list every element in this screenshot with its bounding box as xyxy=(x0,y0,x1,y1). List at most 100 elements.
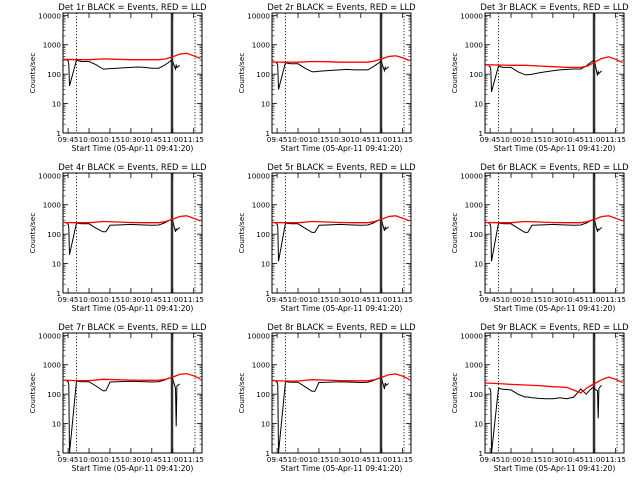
y-axis-label: Counts/sec xyxy=(450,373,459,414)
x-tick-label: 11:15 xyxy=(183,135,204,144)
x-tick-label: 10:45 xyxy=(563,135,584,144)
series-lld-line xyxy=(63,52,201,61)
y-tick-label: 1 xyxy=(265,129,270,138)
x-tick-label: 10:00 xyxy=(288,135,309,144)
plot-frame xyxy=(271,12,412,134)
y-tick-label: 1 xyxy=(265,449,270,458)
x-tick-label: 10:45 xyxy=(350,295,371,304)
y-tick-label: 10 xyxy=(261,100,271,109)
x-tick-label: 09:45 xyxy=(480,135,501,144)
y-axis-label: Counts/sec xyxy=(28,373,37,414)
series-lld-line xyxy=(272,215,410,224)
y-tick-label: 10000 xyxy=(38,331,61,340)
x-tick-label: 11:15 xyxy=(605,135,626,144)
y-tick-label: 1000 xyxy=(465,201,484,210)
x-tick-label: 11:15 xyxy=(183,455,204,464)
x-tick-label: 10:15 xyxy=(309,455,330,464)
y-tick-label: 1 xyxy=(56,289,61,298)
plot-frame xyxy=(484,332,625,454)
chart-panel-6: Det 6r BLACK = Events, RED = LLD 1 10 100 10… xyxy=(450,162,629,313)
x-tick-label: 09:45 xyxy=(58,455,79,464)
series-events-line xyxy=(275,376,389,453)
x-tick-label: 10:00 xyxy=(79,135,100,144)
x-tick-label: 10:15 xyxy=(309,135,330,144)
x-tick-label: 10:45 xyxy=(563,455,584,464)
chart-title: Det 5r BLACK = Events, RED = LLD xyxy=(267,162,415,172)
plot-frame xyxy=(271,172,412,294)
x-axis-label: Start Time (05-Apr-11 09:41:20) xyxy=(281,464,403,473)
chart-panel-7: Det 7r BLACK = Events, RED = LLD 1 10 100 10… xyxy=(28,322,207,473)
chart-panel-4: Det 4r BLACK = Events, RED = LLD 1 10 100 10… xyxy=(28,162,207,313)
y-axis-label: Counts/sec xyxy=(237,53,246,94)
y-tick-label: 1000 xyxy=(252,201,271,210)
y-tick-label: 10000 xyxy=(247,11,270,20)
chart-panel-5: Det 5r BLACK = Events, RED = LLD 1 10 100 10… xyxy=(237,162,416,313)
x-axis-label: Start Time (05-Apr-11 09:41:20) xyxy=(72,304,194,313)
x-tick-label: 10:45 xyxy=(141,295,162,304)
series-events-line xyxy=(275,60,390,90)
series-lld-line xyxy=(485,56,623,69)
plot-frame xyxy=(62,12,203,134)
plot-frame xyxy=(62,172,203,294)
x-axis-label: Start Time (05-Apr-11 09:41:20) xyxy=(281,304,403,313)
y-tick-label: 100 xyxy=(469,70,483,79)
chart-title: Det 9r BLACK = Events, RED = LLD xyxy=(480,322,628,332)
x-tick-label: 10:15 xyxy=(522,455,543,464)
x-tick-label: 09:45 xyxy=(58,295,79,304)
x-tick-label: 10:30 xyxy=(121,135,142,144)
x-tick-label: 10:00 xyxy=(501,135,522,144)
x-tick-label: 11:00 xyxy=(584,135,605,144)
x-tick-label: 10:30 xyxy=(330,135,351,144)
x-tick-label: 10:30 xyxy=(543,455,564,464)
x-tick-label: 10:45 xyxy=(350,455,371,464)
y-tick-label: 1000 xyxy=(252,361,271,370)
x-tick-label: 11:00 xyxy=(162,455,183,464)
x-tick-label: 10:45 xyxy=(350,135,371,144)
x-tick-label: 11:00 xyxy=(584,295,605,304)
chart-panel-8: Det 8r BLACK = Events, RED = LLD 1 10 100 10… xyxy=(237,322,416,473)
y-tick-label: 100 xyxy=(47,230,61,239)
x-tick-label: 11:00 xyxy=(162,295,183,304)
y-tick-label: 10000 xyxy=(247,171,270,180)
y-tick-label: 100 xyxy=(47,390,61,399)
x-tick-label: 10:15 xyxy=(100,135,121,144)
y-tick-label: 1 xyxy=(56,449,61,458)
x-tick-label: 10:30 xyxy=(543,295,564,304)
y-tick-label: 10 xyxy=(52,100,62,109)
y-tick-label: 10000 xyxy=(460,171,483,180)
y-axis-label: Counts/sec xyxy=(28,213,37,254)
y-tick-label: 10 xyxy=(474,420,484,429)
x-tick-label: 11:00 xyxy=(371,295,392,304)
x-tick-label: 10:30 xyxy=(543,135,564,144)
y-tick-label: 10 xyxy=(474,100,484,109)
y-tick-label: 1000 xyxy=(43,361,62,370)
x-tick-label: 09:45 xyxy=(267,455,288,464)
x-tick-label: 11:15 xyxy=(392,455,413,464)
y-tick-label: 1000 xyxy=(465,41,484,50)
chart-panel-1: Det 1r BLACK = Events, RED = LLD 1 10 100 10… xyxy=(28,2,207,153)
y-axis-label: Counts/sec xyxy=(237,213,246,254)
x-axis-label: Start Time (05-Apr-11 09:41:20) xyxy=(494,304,616,313)
x-tick-label: 10:30 xyxy=(121,455,142,464)
chart-panel-3: Det 3r BLACK = Events, RED = LLD 1 10 100 10… xyxy=(450,2,629,153)
x-tick-label: 11:15 xyxy=(392,295,413,304)
x-tick-label: 11:00 xyxy=(371,135,392,144)
x-tick-label: 09:45 xyxy=(480,455,501,464)
y-axis-label: Counts/sec xyxy=(28,53,37,94)
chart-panel-9: Det 9r BLACK = Events, RED = LLD 1 10 100 10… xyxy=(450,322,629,473)
chart-title: Det 2r BLACK = Events, RED = LLD xyxy=(267,2,415,12)
chart-title: Det 3r BLACK = Events, RED = LLD xyxy=(480,2,628,12)
x-tick-label: 10:45 xyxy=(563,295,584,304)
x-tick-label: 10:45 xyxy=(141,135,162,144)
chart-panel-2: Det 2r BLACK = Events, RED = LLD 1 10 100 10… xyxy=(237,2,416,153)
x-tick-label: 10:00 xyxy=(501,455,522,464)
x-tick-label: 10:45 xyxy=(141,455,162,464)
x-tick-label: 10:15 xyxy=(309,295,330,304)
y-tick-label: 1 xyxy=(478,129,483,138)
y-tick-label: 10 xyxy=(261,420,271,429)
x-tick-label: 09:45 xyxy=(267,295,288,304)
y-tick-label: 1000 xyxy=(43,41,62,50)
x-axis-label: Start Time (05-Apr-11 09:41:20) xyxy=(72,144,194,153)
y-tick-label: 10000 xyxy=(38,11,61,20)
